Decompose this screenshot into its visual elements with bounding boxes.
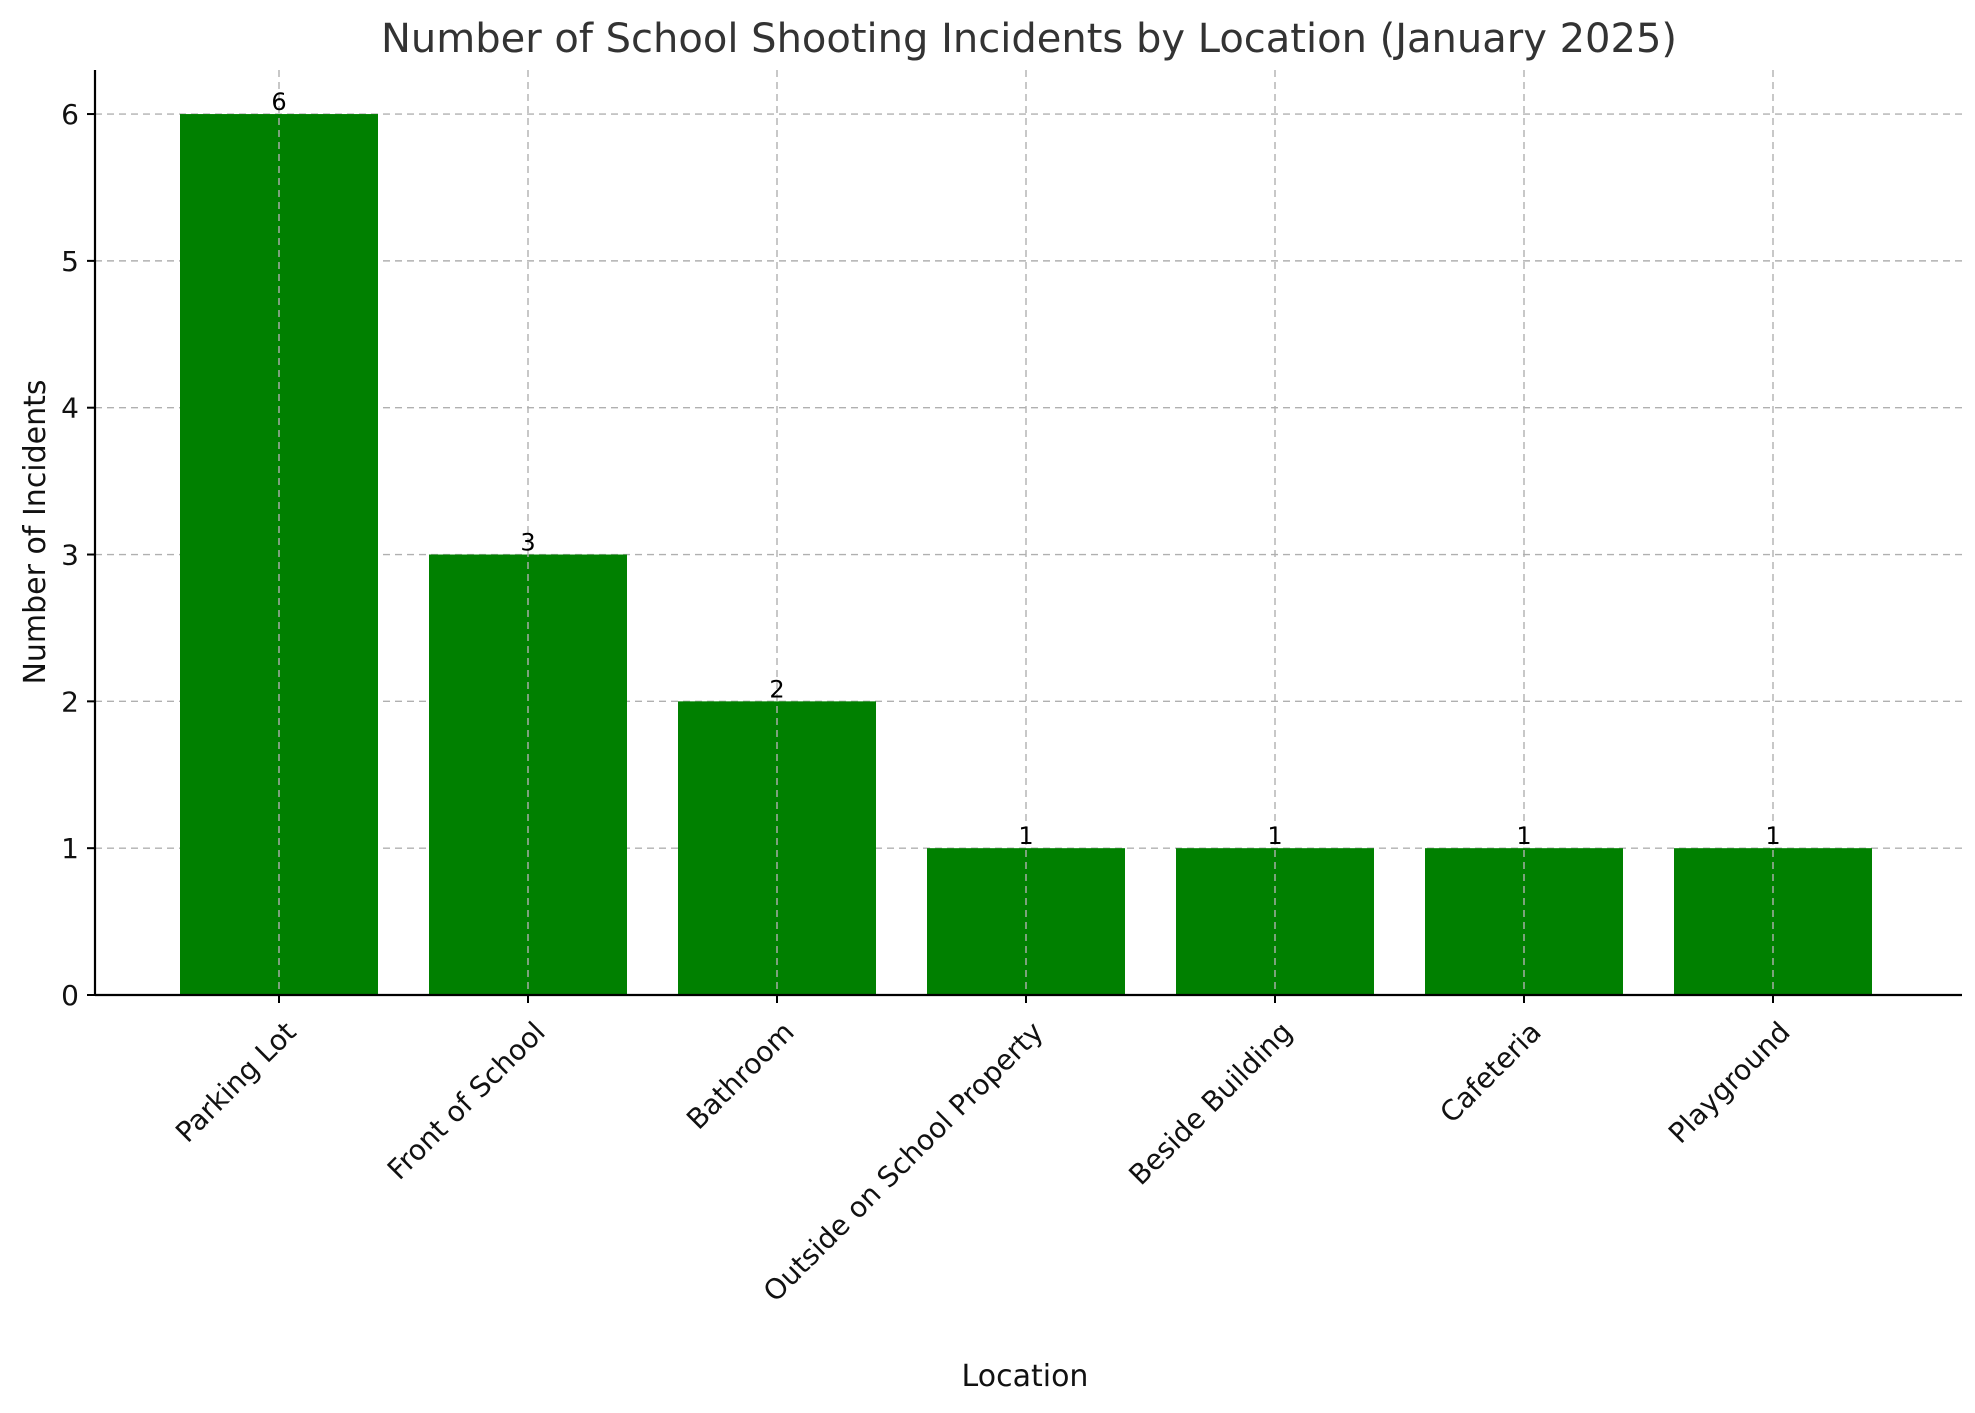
x-tick-label: Beside Building	[1122, 1015, 1298, 1191]
bar-value-label: 1	[1018, 822, 1033, 850]
y-tick-label: 3	[61, 539, 79, 572]
bar-value-label: 1	[1516, 822, 1531, 850]
chart-title: Number of School Shooting Incidents by L…	[381, 16, 1677, 62]
bar-value-label: 3	[520, 529, 535, 557]
x-tick-label: Front of School	[381, 1015, 552, 1186]
x-tick-label: Outside on School Property	[757, 1015, 1050, 1308]
bar-value-label: 2	[769, 675, 784, 703]
bar-value-label: 1	[1765, 822, 1780, 850]
y-axis-label: Number of Incidents	[18, 379, 53, 684]
data-labels: 6 3 2 1 1 1 1	[271, 88, 1780, 850]
x-tick-label: Parking Lot	[169, 1015, 303, 1149]
y-tick-label: 0	[61, 979, 79, 1012]
x-tick-label: Cafeteria	[1433, 1015, 1547, 1129]
axes	[93, 70, 1962, 997]
bar-value-label: 6	[271, 88, 286, 116]
x-axis-label: Location	[962, 1359, 1089, 1394]
y-tick-label: 1	[61, 832, 79, 865]
y-tick-label: 2	[61, 685, 79, 718]
vertical-gridlines	[278, 70, 1774, 995]
x-tick-label: Bathroom	[680, 1015, 801, 1136]
x-tick-label: Playground	[1662, 1015, 1797, 1150]
y-tick-label: 6	[61, 98, 79, 131]
y-tick-label: 5	[61, 245, 79, 278]
y-tick-label: 4	[61, 392, 79, 425]
bar-value-label: 1	[1267, 822, 1282, 850]
